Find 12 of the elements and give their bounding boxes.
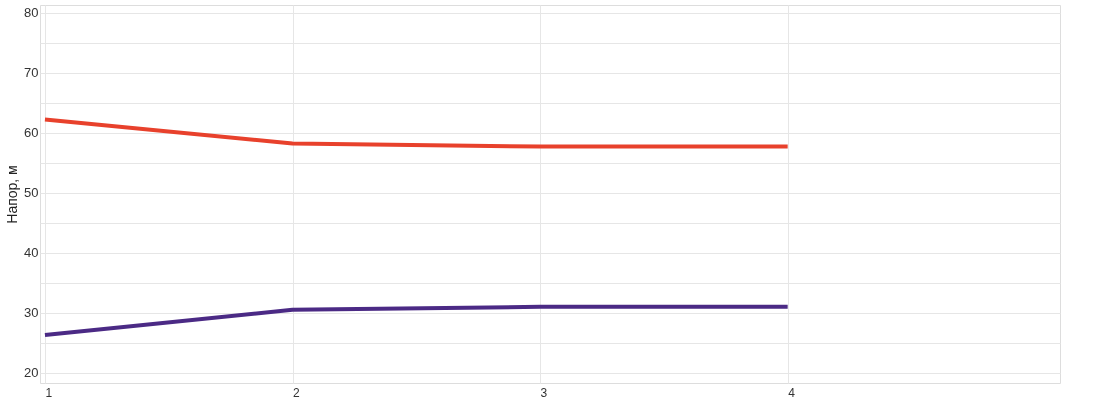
y-tick-label: 70 [24,65,39,81]
y-tick-label: 30 [24,305,39,321]
x-tick-label: 1 [45,385,53,400]
y-tick-label: 50 [24,185,39,201]
y-tick-label: 60 [24,125,39,141]
y-axis-title: Напор, м [4,165,21,224]
y-tick-label: 80 [24,5,39,21]
x-tick-label: 4 [788,385,796,400]
x-tick-label: 3 [540,385,548,400]
y-tick-label: 40 [24,245,39,261]
x-tick-label: 2 [293,385,301,400]
y-tick-label: 20 [24,365,39,381]
